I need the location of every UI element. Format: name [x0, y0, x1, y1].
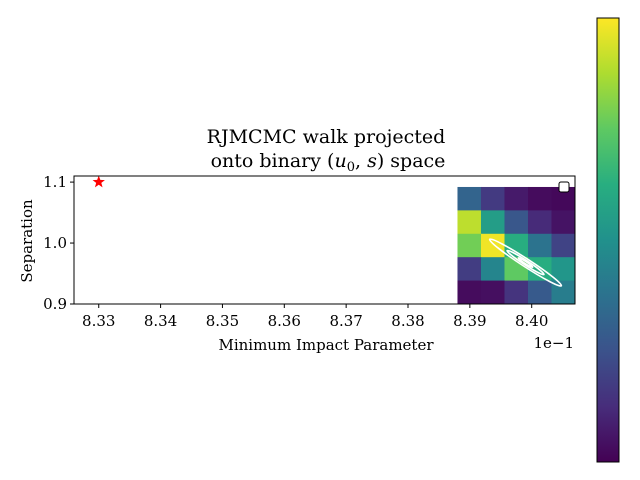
- heatmap-cell: [527, 280, 552, 305]
- x-axis-label: Minimum Impact Parameter: [218, 336, 434, 354]
- plot-area: [73, 175, 576, 305]
- chart-title: RJMCMC walk projected onto binary (u0, s…: [207, 126, 446, 175]
- heatmap-cell: [504, 280, 529, 305]
- y-axis-label: Separation: [18, 199, 36, 283]
- x-tick-label: 8.35: [206, 312, 239, 330]
- heatmap-cell: [480, 257, 505, 282]
- y-tick-label: 1.1: [43, 173, 67, 191]
- heatmap-cell: [504, 210, 529, 235]
- true-parameter-marker: [92, 175, 105, 188]
- heatmap-cell: [457, 257, 482, 282]
- title-line-2-prefix: onto binary (: [211, 150, 335, 172]
- legend-box: [558, 181, 570, 193]
- axes-frame: [73, 175, 576, 305]
- heatmap-cell: [551, 210, 576, 235]
- heatmap-cell: [551, 186, 576, 211]
- title-line-1: RJMCMC walk projected: [207, 126, 446, 148]
- x-tick-label: 8.34: [144, 312, 177, 330]
- contour-line: [517, 257, 534, 269]
- x-axis-ticks: 8.33 8.34 8.35 8.36 8.37 8.38 8.39 8.40: [82, 304, 548, 330]
- title-separator: ,: [355, 150, 367, 172]
- heatmap-cell: [480, 280, 505, 305]
- y-axis-ticks: 0.9 1.0 1.1: [43, 173, 74, 313]
- title-line-2: onto binary (u0, s) space: [211, 150, 446, 175]
- heatmap-cell: [551, 233, 576, 258]
- contour-lines: [488, 238, 563, 287]
- heatmap-cell: [480, 233, 505, 258]
- heatmap-cell: [551, 280, 576, 305]
- x-tick-label: 8.37: [329, 312, 362, 330]
- x-axis-offset-text: 1e−1: [533, 334, 574, 352]
- heatmap-cell: [551, 257, 576, 282]
- y-tick-label: 0.9: [43, 295, 67, 313]
- x-tick-label: 8.33: [82, 312, 115, 330]
- title-symbol-s: s: [367, 150, 377, 172]
- x-tick-label: 8.36: [268, 312, 301, 330]
- heatmap-cell: [457, 186, 482, 211]
- title-symbol-u: u: [334, 150, 346, 172]
- heatmap-cell: [527, 233, 552, 258]
- heatmap-cell: [457, 280, 482, 305]
- heatmap-cell: [480, 210, 505, 235]
- markers: [92, 175, 105, 188]
- title-subscript-0: 0: [347, 160, 355, 175]
- x-tick-label: 8.40: [515, 312, 548, 330]
- contour-line: [506, 249, 545, 276]
- heatmap-cell: [527, 186, 552, 211]
- heatmap-cell: [457, 233, 482, 258]
- title-line-2-suffix: ) space: [377, 150, 446, 172]
- heatmap-cell: [457, 210, 482, 235]
- heatmap-cell: [527, 210, 552, 235]
- contour-line: [488, 238, 563, 287]
- x-tick-label: 8.39: [453, 312, 486, 330]
- x-tick-label: 8.38: [391, 312, 424, 330]
- heatmap: [457, 186, 576, 305]
- heatmap-cell: [480, 186, 505, 211]
- heatmap-cell: [504, 186, 529, 211]
- colorbar: [596, 17, 620, 463]
- y-tick-label: 1.0: [43, 234, 67, 252]
